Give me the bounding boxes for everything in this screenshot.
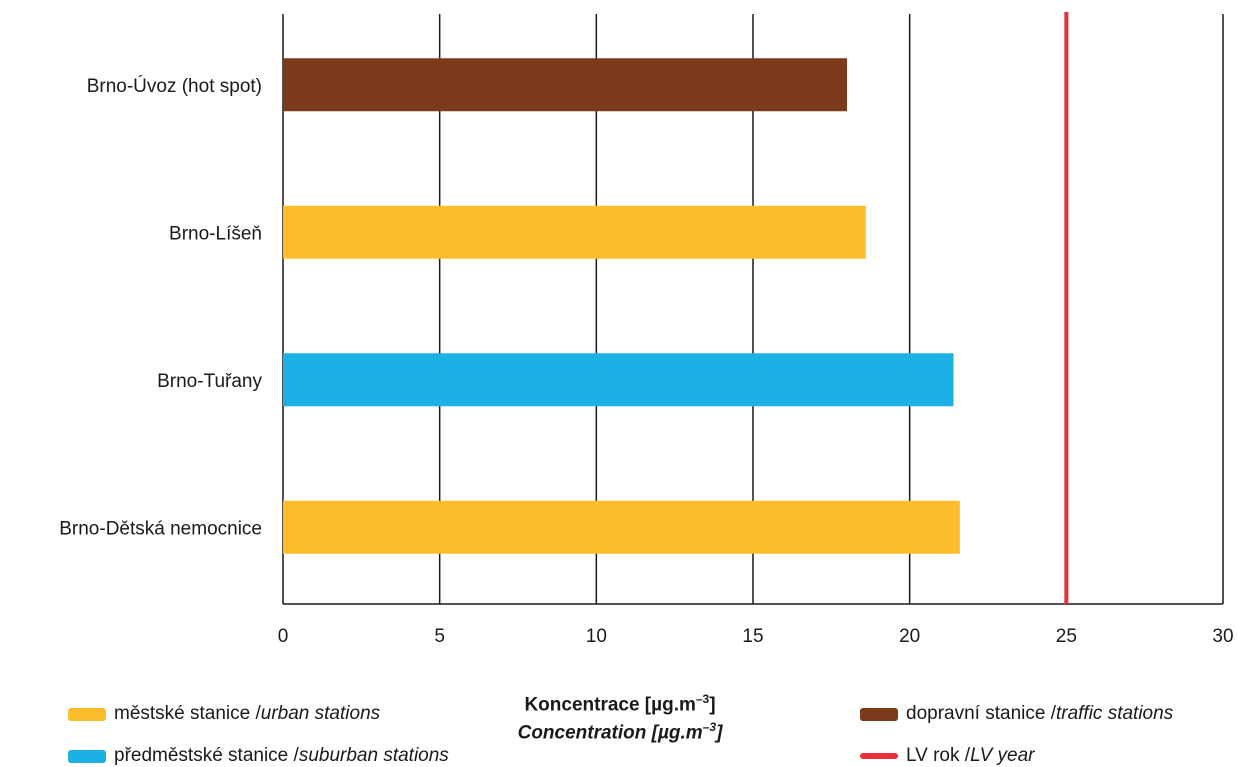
legend-swatch-urban [68,707,106,721]
legend-swatch-lv-year [860,753,898,759]
legend-item-urban: městské stanice / urban stations [68,703,380,725]
legend-item-traffic: dopravní stanice / traffic stations [860,703,1173,725]
category-label-2: Brno-Tuřany [157,371,262,392]
x-axis-title: Koncentrace [µg.m–3] Concentration [µg.m… [460,688,780,745]
legend-swatch-suburban [68,749,106,763]
category-label-3: Brno-Dětská nemocnice [59,518,262,539]
bar-3 [283,500,960,554]
x-tick-label-20: 20 [899,626,920,647]
x-axis-title-cz: Koncentrace [µg.m–3] [524,692,716,716]
x-tick-label-15: 15 [742,626,763,647]
x-tick-label-30: 30 [1212,626,1233,647]
legend-item-lv-year: LV rok / LV year [860,745,1035,767]
x-tick-label-5: 5 [434,626,445,647]
bar-2 [283,353,954,407]
bar-1 [283,205,866,259]
x-tick-label-0: 0 [278,626,289,647]
legend-item-suburban: předměstské stanice / suburban stations [68,745,449,767]
x-tick-label-25: 25 [1056,626,1077,647]
category-label-0: Brno-Úvoz (hot spot) [87,75,262,97]
bar-0 [283,58,847,112]
legend-swatch-traffic [860,707,898,721]
category-label-1: Brno-Líšeň [169,223,262,244]
x-tick-label-10: 10 [586,626,607,647]
x-axis-title-en: Concentration [µg.m–3] [517,720,723,744]
